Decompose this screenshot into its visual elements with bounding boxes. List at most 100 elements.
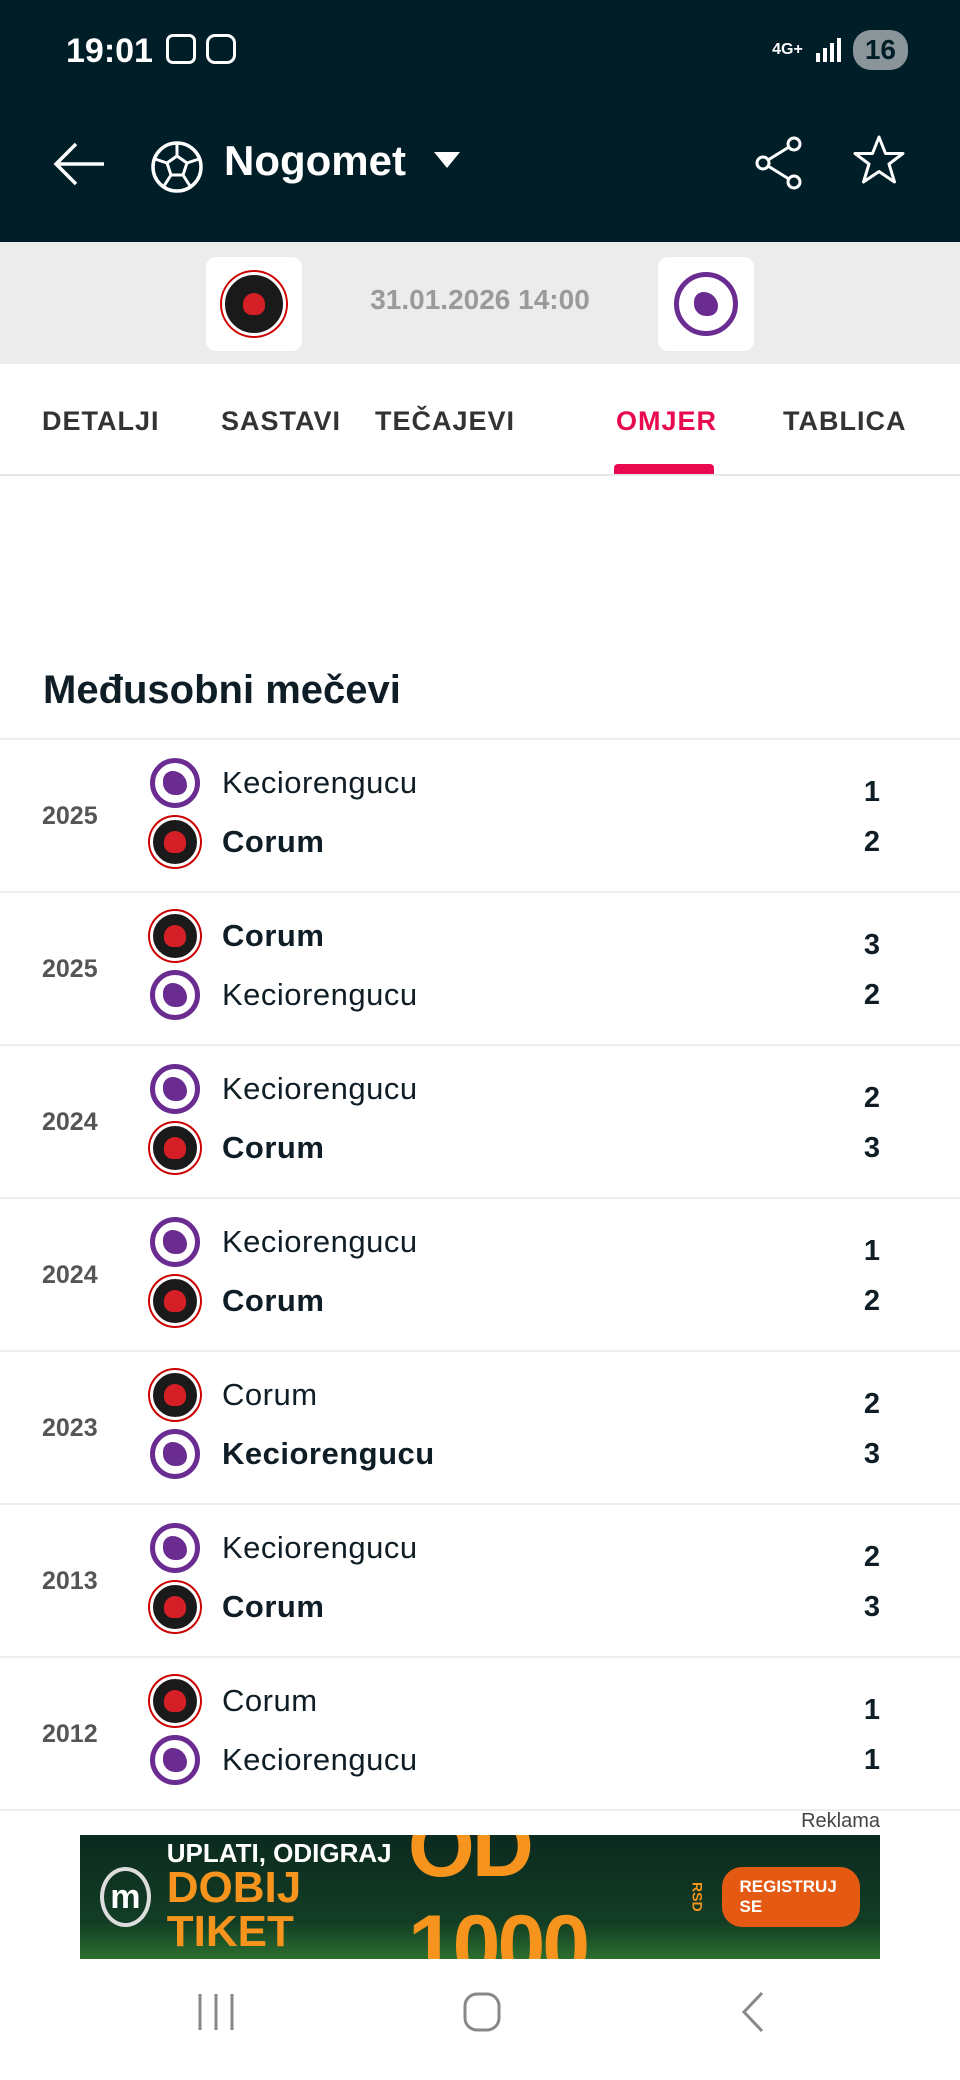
team1: Corum [150,911,324,961]
ad-cta-button[interactable]: REGISTRUJ SE [721,1867,860,1927]
match-row[interactable]: 2025 Corum Keciorengucu 3 2 [0,893,960,1046]
team2-score: 3 [863,1591,880,1623]
match-year: 2013 [42,1567,98,1595]
team2-score: 2 [863,1285,880,1317]
team2: Corum [150,1276,324,1326]
match-row[interactable]: 2023 Corum Keciorengucu 2 3 [0,1352,960,1505]
match-row[interactable]: 2024 Keciorengucu Corum 2 3 [0,1046,960,1199]
team2: Corum [150,1582,324,1632]
team2-name: Keciorengucu [222,1436,435,1471]
corum-logo [150,1582,200,1632]
team1-name: Corum [222,918,325,953]
ad-banner[interactable]: m UPLATI, ODIGRAJ DOBIJ TIKET OD 1000 RSD… [80,1835,880,1959]
team2-score: 2 [863,826,880,858]
share-icon[interactable] [754,135,804,191]
corum-logo [150,1370,200,1420]
team1: Keciorengucu [150,1217,418,1267]
team1-score: 2 [863,1082,880,1114]
h2h-list: 2025 Keciorengucu Corum 1 2 2025 Corum Ke… [0,738,960,1811]
team1-score: 1 [863,776,880,808]
match-year: 2025 [42,802,98,830]
battery-indicator: 16 [852,30,908,70]
match-year: 2023 [42,1414,98,1442]
tab-detalji[interactable]: DETALJI [42,406,160,436]
team1-score: 3 [863,929,880,961]
soccer-ball-icon [151,141,203,193]
team2: Keciorengucu [150,1735,418,1785]
tab-bar: DETALJI SASTAVI TEČAJEVI OMJER TABLICA [0,364,960,476]
ad-logo: m [100,1867,151,1927]
keciorengucu-logo [150,1064,200,1114]
match-row[interactable]: 2025 Keciorengucu Corum 1 2 [0,740,960,893]
instagram-icon [206,34,236,64]
team2-score: 1 [863,1744,880,1776]
screenshot-icon [166,34,196,64]
keciorengucu-logo [150,1735,200,1785]
team1-name: Keciorengucu [222,1224,418,1259]
team1: Keciorengucu [150,1064,418,1114]
team1-name: Corum [222,1683,318,1718]
favorite-star-icon[interactable] [852,134,906,188]
home-icon[interactable] [462,1990,502,2034]
corum-logo [150,1123,200,1173]
signal-icon [815,38,841,62]
team1-score: 1 [863,1694,880,1726]
team2: Corum [150,817,324,867]
team2-score: 2 [863,979,880,1011]
keciorengucu-logo [150,970,200,1020]
corum-logo [150,911,200,961]
team1-name: Corum [222,1377,318,1412]
team2: Keciorengucu [150,1429,435,1479]
app-header: 19:01 4G+ 16 Nogomet [0,0,960,242]
keciorengucu-logo [150,1429,200,1479]
match-year: 2025 [42,955,98,983]
team1-name: Keciorengucu [222,765,418,800]
team2-name: Keciorengucu [222,977,418,1012]
team2: Keciorengucu [150,970,418,1020]
tab-tecajevi[interactable]: TEČAJEVI [375,406,516,436]
match-datetime: 31.01.2026 14:00 [370,284,590,315]
ad-amount: OD 1000 [407,1835,590,1959]
status-time: 19:01 [66,32,153,70]
corum-logo [150,1676,200,1726]
team2-score: 3 [863,1438,880,1470]
home-team-logo[interactable] [206,257,302,351]
system-back-icon[interactable] [738,1990,768,2034]
team2-name: Corum [222,1589,325,1624]
corum-logo [150,1276,200,1326]
team2-name: Keciorengucu [222,1742,418,1777]
team1: Keciorengucu [150,758,418,808]
match-row[interactable]: 2013 Keciorengucu Corum 2 3 [0,1505,960,1658]
away-team-logo[interactable] [658,257,754,351]
team1: Keciorengucu [150,1523,418,1573]
system-nav-bar [0,1990,960,2050]
match-year: 2024 [42,1108,98,1136]
sport-selector[interactable]: Nogomet [224,137,406,184]
back-arrow-icon[interactable] [52,136,108,192]
team2-score: 3 [863,1132,880,1164]
team2: Corum [150,1123,324,1173]
match-row[interactable]: 2012 Corum Keciorengucu 1 1 [0,1658,960,1811]
team1-score: 2 [863,1541,880,1573]
match-row[interactable]: 2024 Keciorengucu Corum 1 2 [0,1199,960,1352]
team2-name: Corum [222,1130,325,1165]
ad-currency: RSD [689,1882,706,1912]
team1: Corum [150,1676,318,1726]
recent-apps-icon[interactable] [196,1990,236,2034]
dropdown-caret-icon[interactable] [434,152,460,168]
tab-omjer[interactable]: OMJER [616,406,718,436]
tab-tablica[interactable]: TABLICA [783,406,907,436]
tab-sastavi[interactable]: SASTAVI [221,406,342,436]
team1-name: Keciorengucu [222,1530,418,1565]
team2-name: Corum [222,824,325,859]
corum-logo [150,817,200,867]
keciorengucu-logo [150,758,200,808]
team1-name: Keciorengucu [222,1071,418,1106]
section-title: Međusobni mečevi [43,668,401,712]
match-year: 2012 [42,1720,98,1748]
team2-name: Corum [222,1283,325,1318]
ad-line1: UPLATI, ODIGRAJ [166,1838,392,1868]
match-year: 2024 [42,1261,98,1289]
keciorengucu-logo [150,1217,200,1267]
team1-score: 1 [863,1235,880,1267]
